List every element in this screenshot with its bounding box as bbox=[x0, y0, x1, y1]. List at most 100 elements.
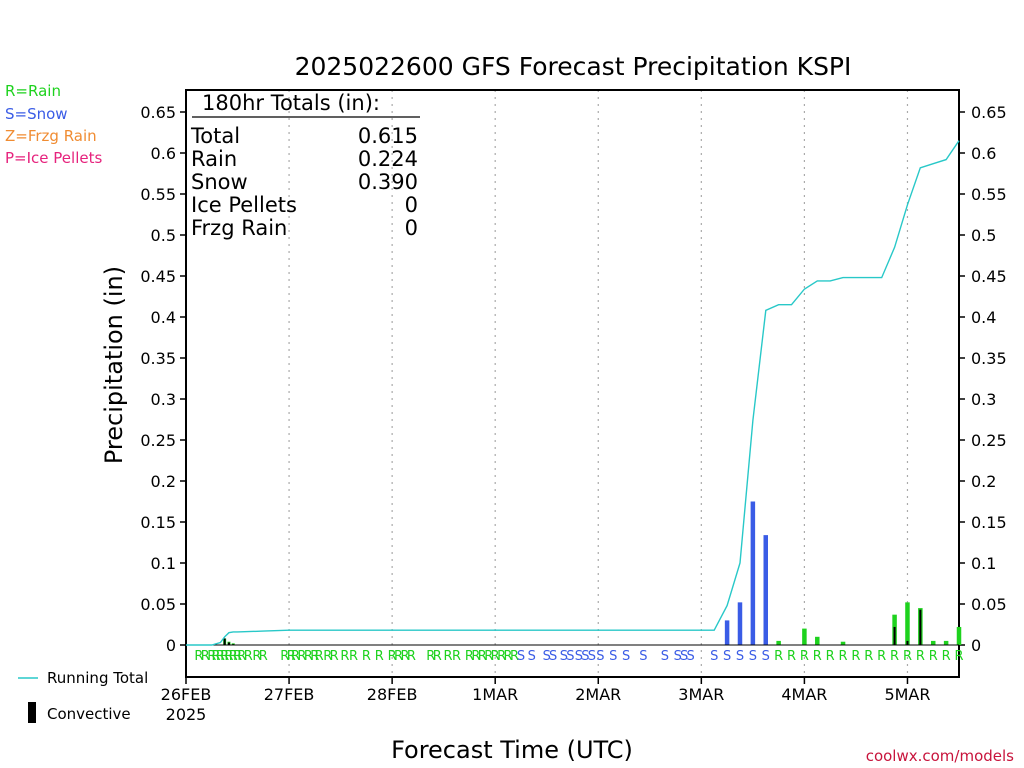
ptype-letter: S bbox=[566, 649, 574, 664]
ptype-letter: R bbox=[478, 649, 487, 664]
ptype-letter: R bbox=[212, 649, 221, 664]
y-tick-label: 0.35 bbox=[140, 349, 176, 368]
totals-value: 0.615 bbox=[358, 124, 418, 148]
totals-value: 0 bbox=[405, 193, 418, 217]
ptype-letter: S bbox=[575, 649, 583, 664]
ptype-letter: R bbox=[942, 649, 951, 664]
precip-bar bbox=[930, 640, 936, 645]
precip-bar bbox=[905, 602, 910, 645]
running-total-line bbox=[186, 140, 960, 646]
ptype-letter: S bbox=[723, 649, 731, 664]
y-tick-label-right: 0.45 bbox=[971, 267, 1007, 286]
ptype-letter: R bbox=[375, 649, 384, 664]
precip-bar bbox=[956, 626, 962, 645]
running-total-series bbox=[186, 140, 960, 646]
y-tick-label-right: 0.3 bbox=[971, 390, 996, 409]
y-tick-label: 0.2 bbox=[151, 472, 176, 491]
ptype-letter: R bbox=[310, 649, 319, 664]
ptype-letter: R bbox=[224, 649, 233, 664]
ptype-letter: R bbox=[839, 649, 848, 664]
y-tick-label: 0.4 bbox=[151, 308, 176, 327]
ptype-letter: R bbox=[774, 649, 783, 664]
totals-label: Ice Pellets bbox=[191, 193, 297, 217]
convective-swatch bbox=[28, 702, 36, 723]
x-tick-label: 1MAR bbox=[472, 685, 518, 704]
y-tick-label: 0.25 bbox=[140, 431, 176, 450]
y-tick-label: 0 bbox=[166, 636, 176, 655]
totals-label: Rain bbox=[191, 147, 237, 171]
precip-bar bbox=[815, 636, 820, 645]
ptype-letter: R bbox=[315, 649, 324, 664]
y-tick-label-right: 0.2 bbox=[971, 472, 996, 491]
precip-bar bbox=[737, 602, 743, 645]
ptype-letter: R bbox=[407, 649, 416, 664]
ptype-letter: S bbox=[528, 649, 536, 664]
precip-bar bbox=[724, 620, 730, 645]
y-axis-right: 0 0.05 0.1 0.15 0.2 0.25 0.3 0.35 0.4 0.45 0.5 0.55… bbox=[959, 103, 1007, 655]
y-tick-label: 0.65 bbox=[140, 103, 176, 122]
ptype-letter: S bbox=[749, 649, 757, 664]
ptype-letter: R bbox=[443, 649, 452, 664]
ptype-letter: R bbox=[484, 649, 493, 664]
ptype-letter: R bbox=[297, 649, 306, 664]
ptype-letter: R bbox=[252, 649, 261, 664]
ptype-letter: R bbox=[400, 649, 409, 664]
y-tick-label-right: 0 bbox=[971, 636, 981, 655]
ptype-letter: R bbox=[890, 649, 899, 664]
ptype-letter: R bbox=[340, 649, 349, 664]
ptype-letter: R bbox=[394, 649, 403, 664]
x-tick-label: 2MAR bbox=[575, 685, 621, 704]
ptype-letter: S bbox=[588, 649, 596, 664]
y-tick-label: 0.5 bbox=[151, 226, 176, 245]
y-tick-label: 0.45 bbox=[140, 267, 176, 286]
ptype-letter: R bbox=[510, 649, 519, 664]
ptype-letter: R bbox=[304, 649, 313, 664]
ptype-letter: R bbox=[954, 649, 963, 664]
ptype-letter: R bbox=[362, 649, 371, 664]
ptype-letter: R bbox=[452, 649, 461, 664]
ptype-letter: S bbox=[596, 649, 604, 664]
ptype-letter: R bbox=[903, 649, 912, 664]
y-tick-label-right: 0.15 bbox=[971, 513, 1007, 532]
ptype-letter: S bbox=[762, 649, 770, 664]
ptype-letter: R bbox=[259, 649, 268, 664]
ptype-letter: S bbox=[686, 649, 694, 664]
ptype-letter: S bbox=[710, 649, 718, 664]
y-tick-label: 0.1 bbox=[151, 554, 176, 573]
ptype-letter: R bbox=[491, 649, 500, 664]
x-tick-label: 3MAR bbox=[678, 685, 724, 704]
ptype-letter: R bbox=[465, 649, 474, 664]
y-tick-label-right: 0.5 bbox=[971, 226, 996, 245]
ptype-letter: R bbox=[201, 649, 210, 664]
x-tick-label: 28FEB bbox=[367, 685, 418, 704]
convective-bar bbox=[906, 640, 909, 645]
source-credit: coolwx.com/models bbox=[866, 747, 1014, 765]
y-tick-label-right: 0.1 bbox=[971, 554, 996, 573]
ptype-letter: R bbox=[229, 649, 238, 664]
ptype-letter: R bbox=[233, 649, 242, 664]
convective-bar bbox=[223, 638, 226, 645]
ptype-letter: R bbox=[813, 649, 822, 664]
y-tick-label-right: 0.6 bbox=[971, 144, 996, 163]
ptype-letter: R bbox=[237, 649, 246, 664]
ptype-letter: S bbox=[549, 649, 557, 664]
x-tick-year: 2025 bbox=[166, 705, 207, 724]
chart-title: 2025022600 GFS Forecast Precipitation KS… bbox=[295, 52, 852, 81]
totals-label: Frzg Rain bbox=[191, 216, 287, 240]
ptype-letter: R bbox=[388, 649, 397, 664]
ptype-letter: S bbox=[639, 649, 647, 664]
legend-running-total: Running Total bbox=[47, 669, 148, 687]
legend-rain: R=Rain bbox=[5, 82, 61, 100]
y-axis-left: 0 0.05 0.1 0.15 0.2 0.25 0.3 0.35 0.4 0.45 0.5 0.55… bbox=[140, 103, 186, 655]
ptype-letter: R bbox=[220, 649, 229, 664]
ptype-letter: R bbox=[216, 649, 225, 664]
ptype-letter: R bbox=[504, 649, 513, 664]
convective-bar bbox=[919, 609, 922, 645]
totals-box: 180hr Totals (in): Total 0.615 Rain 0.224 Sn… bbox=[190, 91, 420, 240]
precip-bar bbox=[943, 640, 949, 645]
y-tick-label-right: 0.35 bbox=[971, 349, 1007, 368]
legend-frzg-rain: Z=Frzg Rain bbox=[5, 127, 97, 145]
ptype-letter: R bbox=[349, 649, 358, 664]
